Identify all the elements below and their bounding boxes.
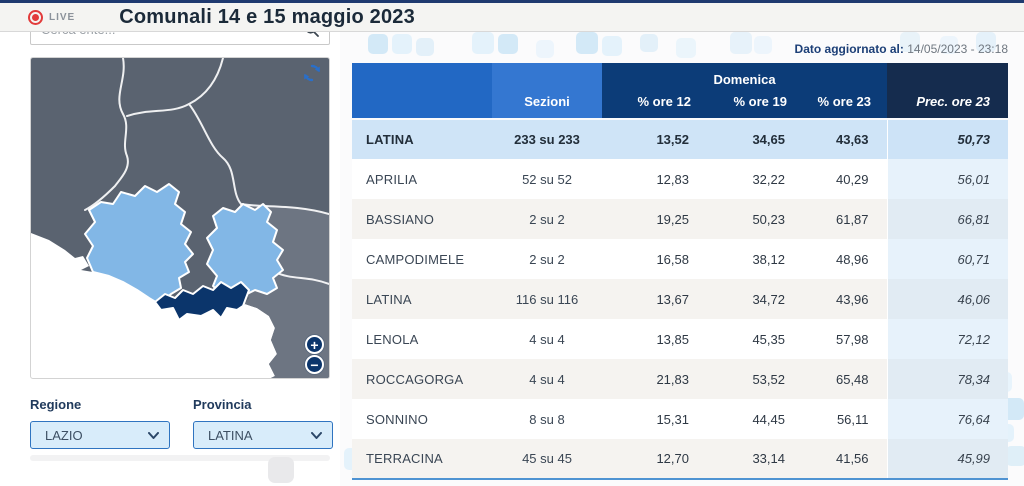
sezioni-count: 2 su 2 xyxy=(529,251,565,267)
column-header-ore-19: % ore 19 xyxy=(707,89,803,119)
pct-ore-12: 12,83 xyxy=(656,171,689,187)
ente-name: APRILIA xyxy=(366,171,418,187)
pct-prec-ore-23: 46,06 xyxy=(886,279,1009,319)
sezioni-count: 233 su 233 xyxy=(492,118,602,159)
pct-ore-19: 33,14 xyxy=(707,439,803,480)
regione-label: Regione xyxy=(30,397,82,412)
sezioni-count: 45 su 45 xyxy=(492,439,602,480)
pct-ore-23: 41,56 xyxy=(803,439,888,480)
pct-prec-ore-23: 50,73 xyxy=(886,118,1009,159)
sezioni-count: 116 su 116 xyxy=(515,291,579,307)
pct-ore-19: 50,23 xyxy=(752,211,785,227)
chevron-down-icon xyxy=(311,431,322,439)
pct-prec-ore-23: 78,34 xyxy=(886,359,1009,399)
pct-ore-19: 32,22 xyxy=(752,171,785,187)
decor-strip xyxy=(195,455,330,461)
sezioni-count: 2 su 2 xyxy=(529,211,565,227)
table-row[interactable]: BASSIANO 2 su 2 19,25 50,23 61,87 66,81 xyxy=(352,199,1009,239)
chevron-down-icon xyxy=(148,431,159,439)
ente-name: LATINA xyxy=(352,118,492,159)
pct-prec-ore-23: 72,12 xyxy=(886,319,1009,359)
ente-name: ROCCAGORGA xyxy=(366,371,464,387)
pct-ore-23: 48,96 xyxy=(835,251,869,267)
pct-prec-ore-23: 56,01 xyxy=(886,159,1009,199)
table-row[interactable]: LATINA 233 su 233 13,52 34,65 43,63 50,7… xyxy=(352,118,1009,159)
sezioni-count: 4 su 4 xyxy=(529,371,565,387)
decor-tile xyxy=(268,457,294,483)
pct-ore-19: 34,72 xyxy=(752,291,785,307)
ente-name: LENOLA xyxy=(366,331,419,347)
page-title: Comunali 14 e 15 maggio 2023 xyxy=(119,5,415,28)
pct-ore-19: 38,12 xyxy=(752,251,785,267)
pct-ore-23: 65,48 xyxy=(835,371,869,387)
table-row[interactable]: TERRACINA 45 su 45 12,70 33,14 41,56 45,… xyxy=(352,439,1009,480)
map-province-latina-selected xyxy=(154,281,250,321)
sezioni-count: 8 su 8 xyxy=(529,411,565,427)
pct-prec-ore-23: 66,81 xyxy=(886,199,1009,239)
pct-ore-12: 13,52 xyxy=(602,118,707,159)
table-row[interactable]: LATINA 116 su 116 13,67 34,72 43,96 46,0… xyxy=(352,279,1009,319)
column-header-prec-ore-23: Prec. ore 23 xyxy=(887,63,1009,119)
map-zoom-in-button[interactable]: + xyxy=(305,335,324,354)
pct-ore-23: 61,87 xyxy=(835,211,869,227)
ente-name: CAMPODIMELE xyxy=(366,251,465,267)
results-table: Sezioni Domenica Prec. ore 23 % ore 12 %… xyxy=(352,63,1009,480)
pct-ore-12: 13,67 xyxy=(656,291,689,307)
live-record-icon xyxy=(28,9,43,25)
pct-ore-12: 16,58 xyxy=(656,251,689,267)
results-panel: Dato aggiornato al: 14/05/2023 - 23:18 S… xyxy=(340,32,1024,486)
last-updated: Dato aggiornato al: 14/05/2023 - 23:18 xyxy=(795,42,1008,56)
provincia-value: LATINA xyxy=(208,427,253,443)
live-label: LIVE xyxy=(49,11,76,23)
pct-prec-ore-23: 45,99 xyxy=(886,439,1009,480)
pct-ore-19: 44,45 xyxy=(752,411,785,427)
page-top-border xyxy=(0,0,1024,3)
top-bar: LIVE Comunali 14 e 15 maggio 2023 xyxy=(0,3,1024,32)
pct-ore-19: 34,65 xyxy=(707,118,803,159)
pct-prec-ore-23: 76,64 xyxy=(886,399,1009,439)
last-updated-label: Dato aggiornato al: xyxy=(794,42,904,56)
column-header-sezioni: Sezioni xyxy=(492,63,602,119)
table-row[interactable]: APRILIA 52 su 52 12,83 32,22 40,29 56,01 xyxy=(352,159,1009,199)
pct-ore-12: 15,31 xyxy=(656,411,689,427)
pct-ore-23: 56,11 xyxy=(836,411,869,427)
provincia-select[interactable]: LATINA xyxy=(193,421,333,449)
pct-ore-23: 43,96 xyxy=(835,291,869,307)
pct-ore-23: 40,29 xyxy=(835,171,869,187)
ente-name: TERRACINA xyxy=(352,439,492,480)
column-header-ore-23: % ore 23 xyxy=(803,89,888,119)
ente-name: SONNINO xyxy=(366,411,429,427)
ente-name: LATINA xyxy=(366,291,412,307)
column-group-domenica: Domenica xyxy=(602,63,888,89)
pct-ore-23: 43,63 xyxy=(803,118,888,159)
pct-ore-23: 57,98 xyxy=(835,331,869,347)
table-row[interactable]: ROCCAGORGA 4 su 4 21,83 53,52 65,48 78,3… xyxy=(352,359,1009,399)
map-panel: + − xyxy=(30,57,330,379)
refresh-icon[interactable] xyxy=(303,64,321,82)
table-row[interactable]: SONNINO 8 su 8 15,31 44,45 56,11 76,64 xyxy=(352,399,1009,439)
table-row[interactable]: CAMPODIMELE 2 su 2 16,58 38,12 48,96 60,… xyxy=(352,239,1009,279)
map-zoom-out-button[interactable]: − xyxy=(305,355,324,374)
column-header-ore-12: % ore 12 xyxy=(602,89,707,119)
table-row[interactable]: LENOLA 4 su 4 13,85 45,35 57,98 72,12 xyxy=(352,319,1009,359)
ente-name: BASSIANO xyxy=(366,211,435,227)
pct-ore-12: 13,85 xyxy=(656,331,689,347)
regione-select[interactable]: LAZIO xyxy=(30,421,170,449)
sezioni-count: 52 su 52 xyxy=(522,171,572,187)
lazio-provinces-map[interactable] xyxy=(31,58,329,378)
pct-ore-19: 45,35 xyxy=(752,331,785,347)
column-header-ente xyxy=(352,63,492,119)
pct-ore-12: 21,83 xyxy=(656,371,689,387)
live-badge: LIVE xyxy=(28,9,76,25)
last-updated-value: 14/05/2023 - 23:18 xyxy=(907,42,1008,56)
sezioni-count: 4 su 4 xyxy=(529,331,565,347)
pct-ore-12: 12,70 xyxy=(602,439,707,480)
pct-prec-ore-23: 60,71 xyxy=(886,239,1009,279)
decor-strip xyxy=(30,455,250,461)
pct-ore-19: 53,52 xyxy=(752,371,785,387)
pct-ore-12: 19,25 xyxy=(656,211,689,227)
regione-value: LAZIO xyxy=(45,427,83,443)
provincia-label: Provincia xyxy=(193,397,252,412)
